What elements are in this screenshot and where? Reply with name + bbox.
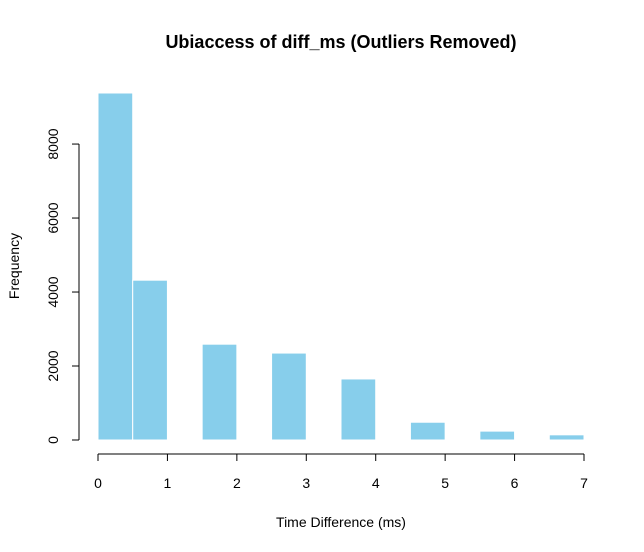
bars-group — [97, 92, 585, 441]
histogram-bar — [340, 378, 377, 441]
histogram-bar — [479, 430, 516, 441]
y-axis-label: Frequency — [6, 233, 22, 299]
y-tick-label: 2000 — [45, 350, 61, 381]
x-tick-label: 2 — [233, 475, 241, 491]
y-tick-label: 6000 — [45, 202, 61, 233]
chart-title: Ubiaccess of diff_ms (Outliers Removed) — [165, 32, 516, 52]
x-axis: 0 1 2 3 4 5 6 7 — [94, 453, 588, 491]
x-axis-label: Time Difference (ms) — [276, 514, 406, 530]
histogram-bar — [97, 92, 134, 441]
x-tick-label: 0 — [94, 475, 102, 491]
x-tick-label: 1 — [164, 475, 172, 491]
y-tick-label: 0 — [45, 436, 61, 444]
x-tick-label: 6 — [511, 475, 519, 491]
histogram-bar — [132, 279, 168, 441]
y-axis: 0 2000 4000 6000 8000 — [45, 128, 80, 444]
x-tick-label: 4 — [372, 475, 380, 491]
y-tick-label: 4000 — [45, 276, 61, 307]
x-tick-label: 5 — [441, 475, 449, 491]
histogram-bar — [548, 434, 585, 441]
histogram-bar — [271, 352, 307, 441]
y-tick-label: 8000 — [45, 128, 61, 159]
x-tick-label: 3 — [302, 475, 310, 491]
histogram-bar — [201, 343, 238, 441]
histogram-bar — [409, 421, 446, 441]
x-tick-label: 7 — [580, 475, 588, 491]
